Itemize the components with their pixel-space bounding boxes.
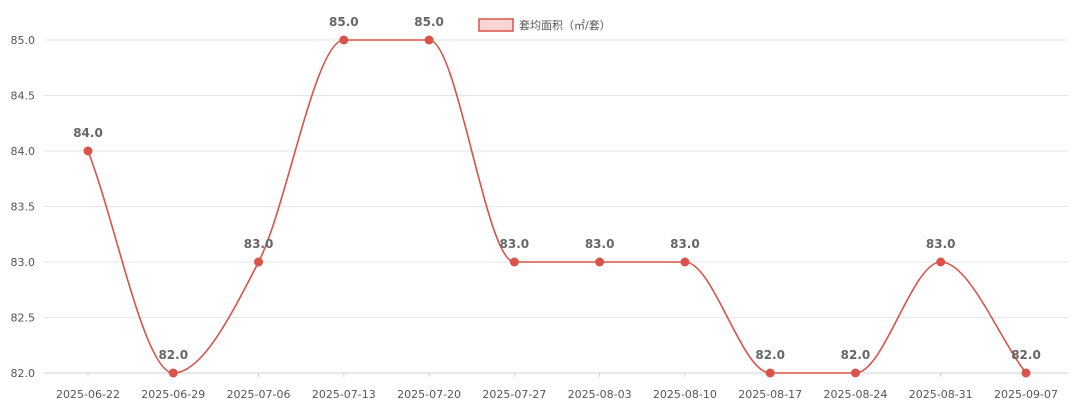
x-tick-label: 2025-08-24 bbox=[823, 388, 887, 401]
x-tick-label: 2025-07-13 bbox=[312, 388, 376, 401]
x-tick-label: 2025-07-06 bbox=[227, 388, 291, 401]
data-label: 84.0 bbox=[73, 126, 103, 140]
grid bbox=[44, 39, 1068, 374]
data-point[interactable] bbox=[595, 257, 605, 267]
x-tick-label: 2025-07-20 bbox=[397, 388, 461, 401]
data-point[interactable] bbox=[254, 257, 264, 267]
data-label: 83.0 bbox=[926, 237, 956, 251]
x-tick-label: 2025-07-27 bbox=[482, 388, 546, 401]
y-axis: 82.0 82.5 83.0 83.5 84.0 84.5 85.0 bbox=[11, 34, 36, 380]
data-point[interactable] bbox=[1021, 368, 1031, 378]
x-tick-label: 2025-08-10 bbox=[653, 388, 717, 401]
data-point[interactable] bbox=[936, 257, 946, 267]
data-label: 83.0 bbox=[585, 237, 615, 251]
y-tick-label: 83.5 bbox=[11, 201, 36, 214]
data-label: 83.0 bbox=[500, 237, 530, 251]
y-tick-label: 82.0 bbox=[11, 367, 36, 380]
data-point[interactable] bbox=[509, 257, 519, 267]
legend-swatch[interactable] bbox=[478, 18, 514, 32]
x-axis: 2025-06-22 2025-06-29 2025-07-06 2025-07-13… bbox=[56, 373, 1058, 401]
data-label: 82.0 bbox=[755, 348, 785, 362]
data-point[interactable] bbox=[168, 368, 178, 378]
x-tick-label: 2025-06-22 bbox=[56, 388, 120, 401]
x-tick-label: 2025-08-31 bbox=[909, 388, 973, 401]
x-tick-label: 2025-06-29 bbox=[141, 388, 205, 401]
data-label: 82.0 bbox=[1011, 348, 1041, 362]
y-tick-label: 82.5 bbox=[11, 312, 36, 325]
data-point[interactable] bbox=[850, 368, 860, 378]
data-label: 82.0 bbox=[158, 348, 188, 362]
x-tick-label: 2025-09-07 bbox=[994, 388, 1058, 401]
data-point[interactable] bbox=[339, 35, 349, 45]
legend[interactable]: 套均面积（㎡/套） bbox=[478, 18, 611, 32]
data-point[interactable] bbox=[680, 257, 690, 267]
data-point[interactable] bbox=[765, 368, 775, 378]
data-label: 83.0 bbox=[670, 237, 700, 251]
data-label: 83.0 bbox=[244, 237, 274, 251]
y-tick-label: 84.5 bbox=[11, 90, 36, 103]
data-label: 85.0 bbox=[414, 15, 444, 29]
points-layer bbox=[83, 35, 1031, 378]
y-tick-label: 83.0 bbox=[11, 256, 36, 269]
data-labels: 84.0 82.0 83.0 85.0 85.0 83.0 83.0 83.0 82.0 82.0… bbox=[73, 15, 1041, 362]
data-point[interactable] bbox=[424, 35, 434, 45]
legend-label[interactable]: 套均面积（㎡/套） bbox=[519, 19, 611, 32]
data-label: 82.0 bbox=[841, 348, 871, 362]
data-label: 85.0 bbox=[329, 15, 359, 29]
y-tick-label: 84.0 bbox=[11, 145, 36, 158]
data-point[interactable] bbox=[83, 146, 93, 156]
y-tick-label: 85.0 bbox=[11, 34, 36, 47]
x-tick-label: 2025-08-03 bbox=[568, 388, 632, 401]
x-tick-label: 2025-08-17 bbox=[738, 388, 802, 401]
